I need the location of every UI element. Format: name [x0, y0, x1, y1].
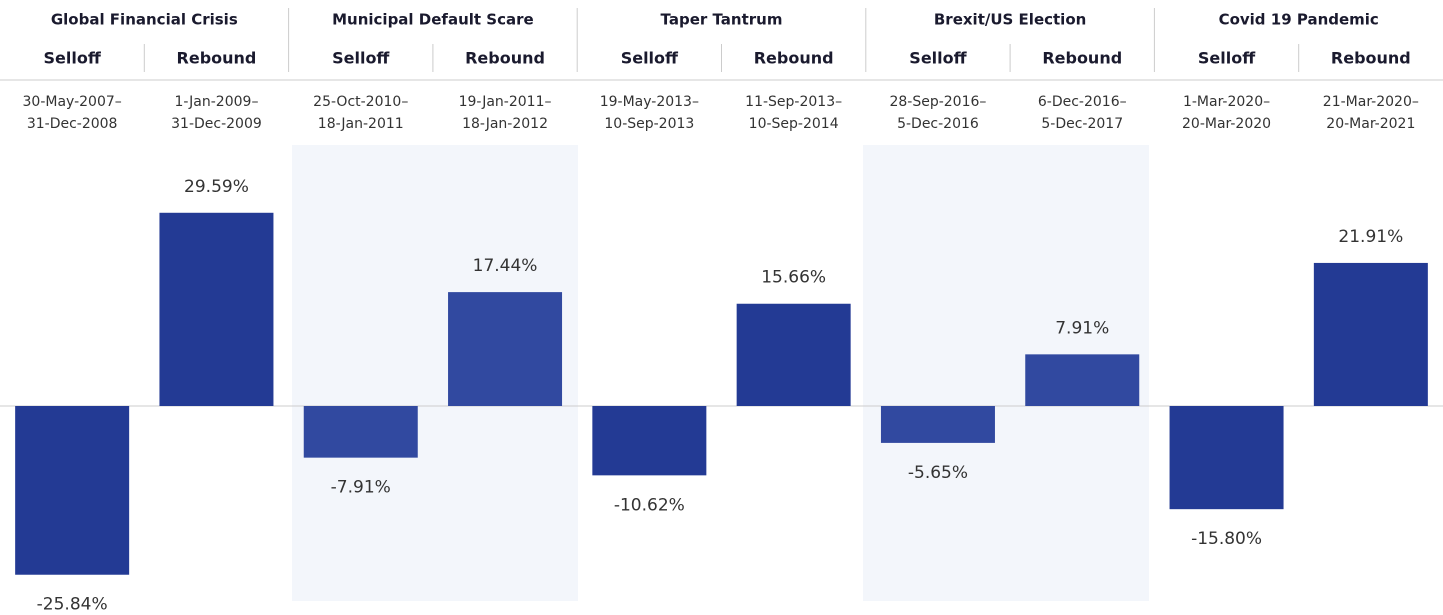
date-end: 5-Dec-2016	[897, 116, 979, 132]
date-end: 10-Sep-2013	[604, 116, 694, 132]
phase-label: Rebound	[1042, 49, 1122, 68]
value-label: -15.80%	[1191, 529, 1262, 549]
date-start: 19-Jan-2011–	[459, 94, 552, 110]
value-label: 29.59%	[184, 177, 249, 197]
value-label: -25.84%	[37, 595, 108, 615]
date-start: 6-Dec-2016–	[1038, 94, 1127, 110]
date-end: 20-Mar-2020	[1182, 116, 1271, 132]
date-end: 20-Mar-2021	[1326, 116, 1415, 132]
date-start: 19-May-2013–	[600, 94, 699, 110]
date-start: 1-Mar-2020–	[1183, 94, 1270, 110]
date-end: 18-Jan-2012	[462, 116, 548, 132]
bar	[880, 406, 995, 443]
date-start: 11-Sep-2013–	[745, 94, 842, 110]
date-end: 31-Dec-2008	[27, 116, 118, 132]
date-end: 10-Sep-2014	[749, 116, 839, 132]
date-start: 28-Sep-2016–	[889, 94, 986, 110]
bar	[1025, 354, 1140, 406]
date-start: 30-May-2007–	[23, 94, 122, 110]
phase-label: Rebound	[1331, 49, 1411, 68]
date-end: 5-Dec-2017	[1041, 116, 1123, 132]
group-title: Municipal Default Scare	[332, 11, 534, 29]
value-label: 21.91%	[1338, 227, 1403, 247]
date-end: 18-Jan-2011	[318, 116, 404, 132]
value-label: -7.91%	[331, 478, 391, 498]
group-title: Covid 19 Pandemic	[1219, 11, 1379, 29]
group-title: Taper Tantrum	[661, 11, 783, 29]
date-start: 25-Oct-2010–	[313, 94, 408, 110]
bar	[1169, 406, 1284, 510]
group-title: Global Financial Crisis	[51, 11, 238, 29]
phase-label: Selloff	[44, 49, 102, 68]
phase-label: Selloff	[332, 49, 390, 68]
bar	[736, 303, 851, 406]
value-label: 17.44%	[473, 256, 538, 276]
phase-label: Selloff	[621, 49, 679, 68]
group-title: Brexit/US Election	[934, 11, 1086, 29]
date-start: 1-Jan-2009–	[174, 94, 258, 110]
value-label: -5.65%	[908, 463, 968, 483]
date-start: 21-Mar-2020–	[1323, 94, 1419, 110]
phase-label: Rebound	[177, 49, 257, 68]
bar	[15, 406, 130, 575]
value-label: -10.62%	[614, 495, 685, 515]
phase-label: Rebound	[465, 49, 545, 68]
bar	[592, 406, 707, 476]
phase-label: Rebound	[754, 49, 834, 68]
bar	[303, 406, 418, 458]
bar	[1313, 262, 1428, 406]
value-label: 15.66%	[761, 268, 826, 288]
phase-label: Selloff	[909, 49, 967, 68]
bar	[159, 212, 274, 406]
date-end: 31-Dec-2009	[171, 116, 262, 132]
value-label: 7.91%	[1055, 318, 1109, 338]
bar	[448, 292, 563, 406]
phase-label: Selloff	[1198, 49, 1256, 68]
